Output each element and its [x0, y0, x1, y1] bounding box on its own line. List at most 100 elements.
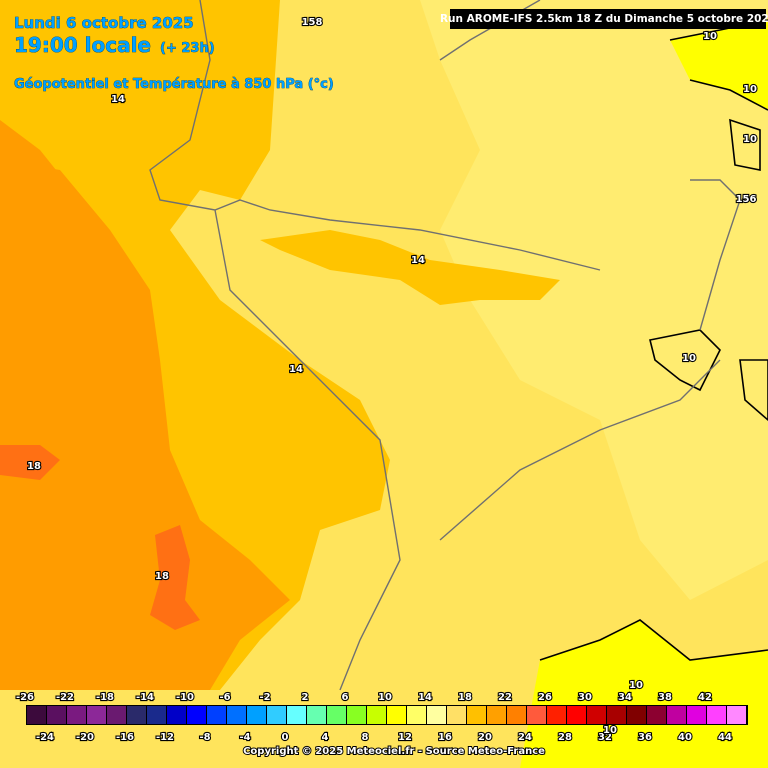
legend-label: 38 — [658, 692, 672, 703]
contour-label: 18 — [155, 571, 169, 582]
legend-swatch — [187, 706, 206, 724]
legend-swatch — [427, 706, 446, 724]
legend-swatch — [287, 706, 306, 724]
legend-label: 42 — [698, 692, 712, 703]
legend-swatch — [87, 706, 106, 724]
legend-label: -12 — [156, 732, 174, 743]
run-box — [450, 9, 766, 29]
legend-label: 28 — [558, 732, 572, 743]
legend-swatch — [567, 706, 586, 724]
legend-swatch — [727, 706, 746, 724]
red-area — [150, 525, 200, 630]
legend-label: 20 — [478, 732, 492, 743]
contour-label: 10 — [743, 84, 757, 95]
legend-label: 44 — [718, 732, 732, 743]
copyright: Copyright © 2025 Meteociel.fr - Source M… — [243, 746, 545, 757]
legend-swatch — [47, 706, 66, 724]
legend-swatch — [487, 706, 506, 724]
legend-label: 32 — [598, 732, 612, 743]
legend-label: 12 — [398, 732, 412, 743]
legend-swatch — [527, 706, 546, 724]
legend-swatch — [447, 706, 466, 724]
legend-label: -26 — [16, 692, 34, 703]
contour-label: 156 — [736, 194, 757, 205]
legend-swatch — [27, 706, 46, 724]
warm-area — [420, 0, 768, 600]
legend-swatch — [327, 706, 346, 724]
contour-label: 10 — [682, 353, 696, 364]
legend-label: 14 — [418, 692, 432, 703]
contour-label: 14 — [289, 364, 303, 375]
legend-label: 0 — [282, 732, 289, 743]
legend-swatch — [587, 706, 606, 724]
legend-label: -2 — [259, 692, 270, 703]
contour-label: 10 — [743, 134, 757, 145]
legend-swatch — [387, 706, 406, 724]
legend-label: -8 — [199, 732, 210, 743]
legend-swatch — [647, 706, 666, 724]
yellow-area — [670, 20, 768, 110]
red-area — [0, 445, 60, 480]
orange-band — [260, 230, 560, 305]
legend-swatch — [667, 706, 686, 724]
legend-swatch — [367, 706, 386, 724]
legend-swatch — [607, 706, 626, 724]
field-name: Géopotentiel et Température à 850 hPa (°… — [14, 77, 334, 92]
dark-orange-area — [0, 160, 290, 690]
contour-label: 14 — [111, 94, 125, 105]
border — [149, 0, 741, 691]
isotherm — [539, 619, 768, 661]
legend-label: 30 — [578, 692, 592, 703]
legend-swatch — [167, 706, 186, 724]
legend-swatch — [507, 706, 526, 724]
legend-label: 6 — [342, 692, 349, 703]
legend-label: 36 — [638, 732, 652, 743]
legend-swatch — [307, 706, 326, 724]
legend-label: 8 — [362, 732, 369, 743]
legend-label: -14 — [136, 692, 154, 703]
legend-label: 24 — [518, 732, 532, 743]
legend-swatch — [407, 706, 426, 724]
legend-label: -4 — [239, 732, 250, 743]
legend-swatch — [627, 706, 646, 724]
legend-swatch — [687, 706, 706, 724]
legend-swatch — [467, 706, 486, 724]
dark-orange-area — [0, 120, 80, 240]
legend-label: -6 — [219, 692, 230, 703]
legend: -26-24-22-20-18-16-14-12-10-8-6-4-202468… — [15, 691, 748, 744]
legend-label: 18 — [458, 692, 472, 703]
legend-swatch — [127, 706, 146, 724]
contour-label: 10 — [603, 725, 617, 736]
legend-label: 16 — [438, 732, 452, 743]
legend-label: -16 — [116, 732, 134, 743]
legend-label: 2 — [302, 692, 309, 703]
contour-label: 18 — [27, 461, 41, 472]
contour-label: 158 — [302, 17, 323, 28]
yellow-area — [520, 620, 768, 768]
legend-swatch — [247, 706, 266, 724]
run-info: Run AROME-IFS 2.5km 18 Z du Dimanche 5 o… — [440, 13, 768, 25]
legend-label: 10 — [378, 692, 392, 703]
legend-label: 26 — [538, 692, 552, 703]
yellow-area — [739, 359, 768, 422]
time: 19:00 locale — [14, 33, 151, 57]
lead-time: (+ 23h) — [160, 41, 215, 56]
legend-label: 4 — [322, 732, 329, 743]
legend-label: 22 — [498, 692, 512, 703]
legend-swatch — [267, 706, 286, 724]
contour-label: 14 — [411, 255, 425, 266]
contour-label: 10 — [703, 31, 717, 42]
legend-label: -10 — [176, 692, 194, 703]
legend-label: -22 — [56, 692, 74, 703]
contour-label: 10 — [629, 680, 643, 691]
legend-swatch — [207, 706, 226, 724]
legend-swatch — [147, 706, 166, 724]
yellow-area — [729, 118, 761, 171]
legend-swatch — [707, 706, 726, 724]
legend-label: 34 — [618, 692, 632, 703]
legend-label: -20 — [76, 732, 94, 743]
date: Lundi 6 octobre 2025 — [14, 14, 194, 32]
legend-swatch — [107, 706, 126, 724]
legend-label: 40 — [678, 732, 692, 743]
